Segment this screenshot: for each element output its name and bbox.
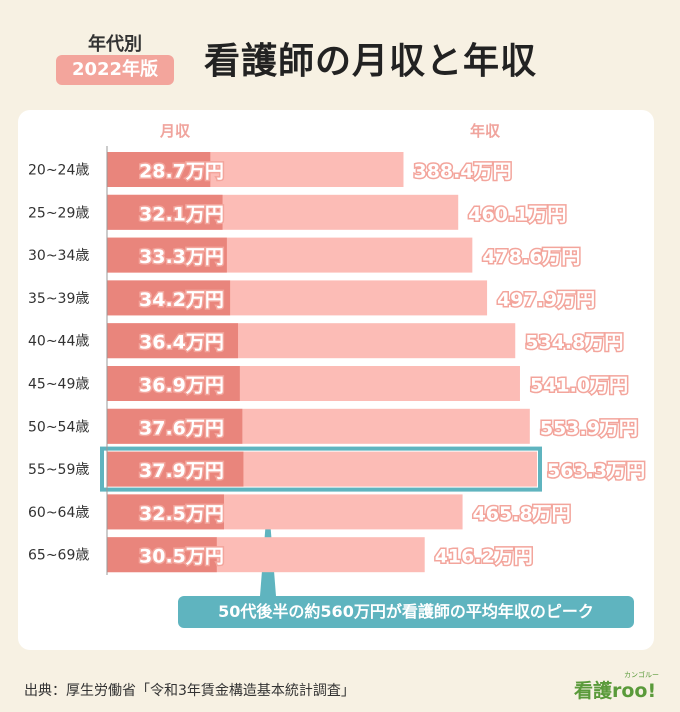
- legend-monthly: 月収: [160, 122, 191, 140]
- chart-label-by-age: 年代別: [88, 34, 142, 55]
- monthly-value-label: 36.4万円: [139, 332, 224, 354]
- monthly-bar: [107, 537, 217, 573]
- age-label: 65~69歳: [28, 548, 89, 564]
- age-label: 55~59歳: [28, 462, 89, 478]
- age-label: 25~29歳: [28, 205, 89, 221]
- annual-value-label: 497.9万円: [497, 289, 595, 311]
- chart-title: 看護師の月収と年収: [204, 41, 538, 82]
- monthly-value-label: 33.3万円: [139, 246, 224, 268]
- annual-value-label: 553.9万円: [540, 417, 638, 439]
- monthly-bar: [107, 152, 211, 187]
- age-label: 50~54歳: [28, 419, 89, 435]
- highlight-frame: [100, 446, 542, 492]
- age-label: 60~64歳: [28, 505, 89, 521]
- annual-value-label: 534.8万円: [525, 332, 623, 354]
- monthly-value-label: 34.2万円: [139, 289, 224, 311]
- annual-value-label: 416.2万円: [435, 546, 533, 568]
- kangoroo-logo: カンゴルー 看護roo!: [574, 671, 664, 702]
- annual-value-label: 541.0万円: [530, 375, 628, 397]
- age-label: 30~34歳: [28, 248, 89, 264]
- monthly-bar: [107, 408, 243, 444]
- monthly-value-label: 32.1万円: [139, 203, 224, 225]
- annual-value-label: 460.1万円: [468, 203, 566, 225]
- monthly-value-label: 30.5万円: [139, 546, 224, 568]
- age-label: 45~49歳: [28, 377, 89, 393]
- peak-annotation: 50代後半の約560万円が看護師の平均年収のピーク: [178, 596, 634, 628]
- source-note: 出典：厚生労働省「令和3年賃金構造基本統計調査」: [24, 683, 355, 699]
- age-label: 35~39歳: [28, 291, 89, 307]
- logo-text: 看護roo!: [574, 680, 657, 702]
- monthly-bar: [107, 494, 224, 530]
- year-badge: 2022年版: [56, 55, 174, 85]
- annual-value-label: 478.6万円: [482, 246, 580, 268]
- logo-subtext: カンゴルー: [624, 671, 659, 679]
- legend-annual: 年収: [470, 122, 501, 140]
- monthly-bar: [107, 194, 223, 230]
- monthly-value-label: 28.7万円: [139, 161, 224, 183]
- age-label: 20~24歳: [28, 163, 89, 179]
- monthly-bar: [107, 451, 244, 487]
- monthly-bar: [107, 280, 231, 316]
- monthly-value-label: 32.5万円: [139, 503, 224, 525]
- monthly-value-label: 37.6万円: [139, 417, 224, 439]
- annual-value-label: 388.4万円: [413, 161, 511, 183]
- monthly-value-label: 37.9万円: [139, 460, 224, 482]
- monthly-bar: [107, 323, 239, 359]
- monthly-bar: [107, 237, 227, 273]
- monthly-value-label: 36.9万円: [139, 375, 224, 397]
- age-label: 40~44歳: [28, 334, 89, 350]
- annual-value-label: 563.3万円: [547, 460, 645, 482]
- monthly-bar: [107, 366, 240, 401]
- annual-value-label: 465.8万円: [473, 503, 571, 525]
